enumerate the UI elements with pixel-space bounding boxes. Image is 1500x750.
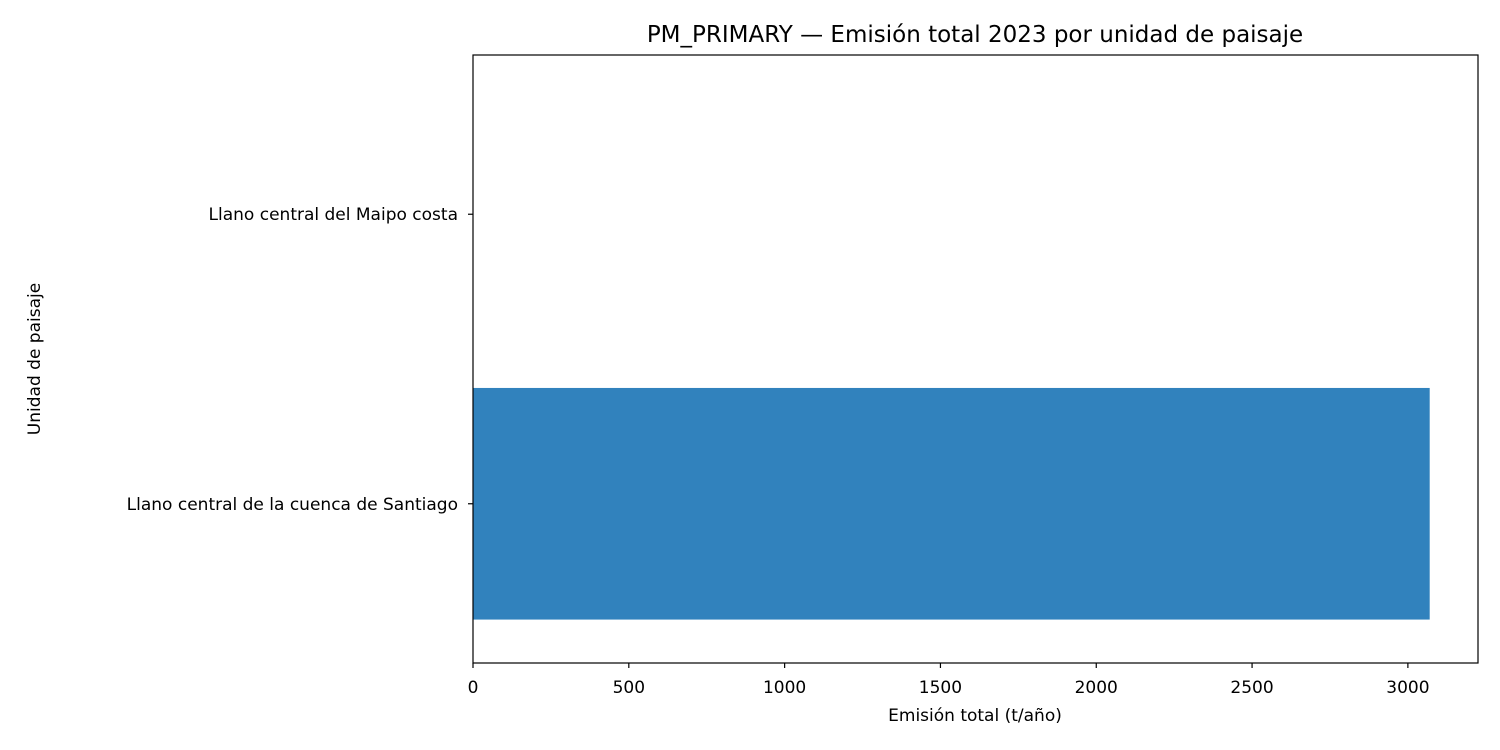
bars-group xyxy=(473,387,1430,620)
y-ticks-group: Llano central de la cuenca de Santiago Ll… xyxy=(127,205,473,515)
y-axis-label: Unidad de paisaje xyxy=(25,283,45,435)
x-axis-label: Emisión total (t/año) xyxy=(888,706,1062,726)
x-tick-label-3: 1500 xyxy=(919,678,962,698)
x-tick-label-1: 500 xyxy=(613,678,645,698)
x-tick-label-6: 3000 xyxy=(1386,678,1429,698)
x-tick-label-0: 0 xyxy=(468,678,479,698)
x-ticks-group: 0 500 1000 1500 2000 2500 3000 xyxy=(468,663,1430,698)
y-tick-label-1: Llano central del Maipo costa xyxy=(209,205,458,225)
x-tick-label-4: 2000 xyxy=(1075,678,1118,698)
chart-title: PM_PRIMARY — Emisión total 2023 por unid… xyxy=(647,22,1303,48)
plot-frame xyxy=(472,54,1479,664)
bar-0 xyxy=(473,387,1430,620)
y-tick-label-0: Llano central de la cuenca de Santiago xyxy=(127,495,458,515)
x-tick-label-5: 2500 xyxy=(1230,678,1273,698)
x-tick-label-2: 1000 xyxy=(763,678,806,698)
